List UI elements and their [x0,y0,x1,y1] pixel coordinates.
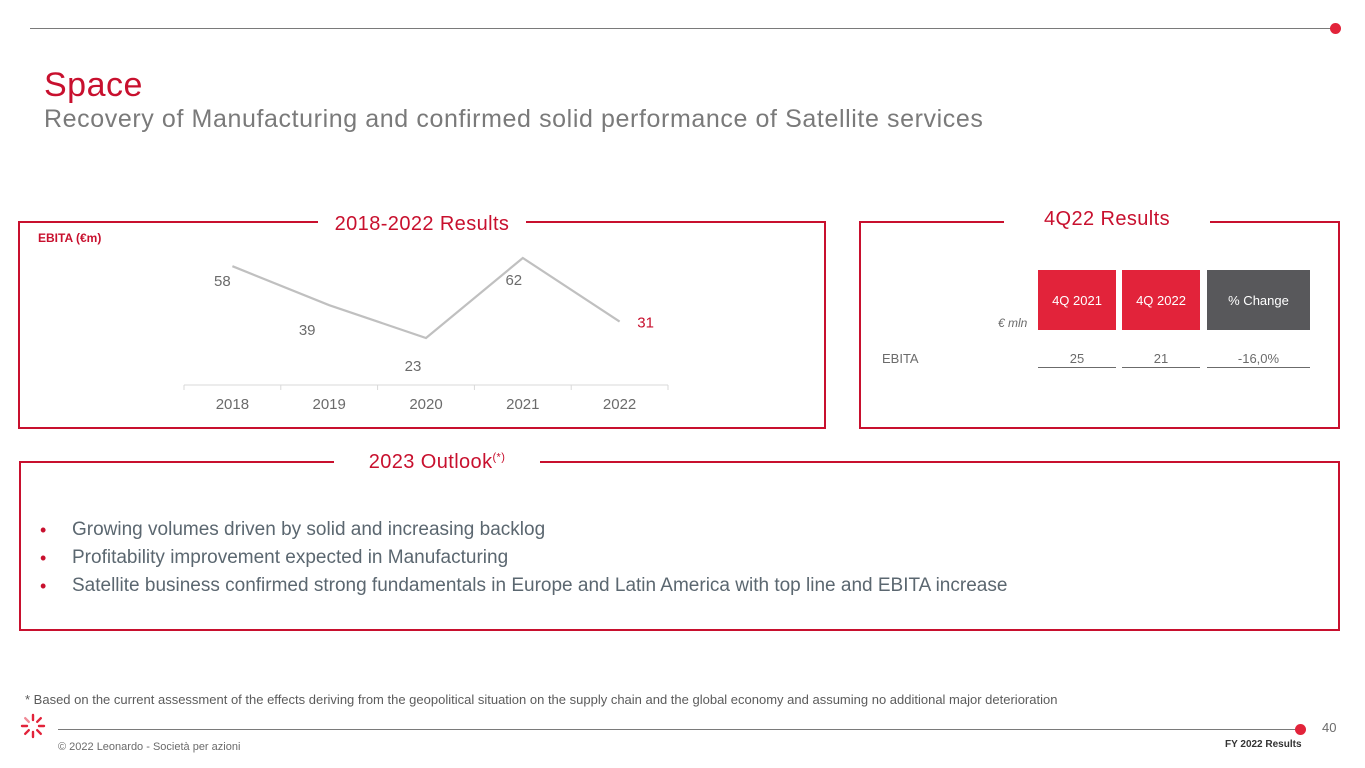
document-label: FY 2022 Results [1225,739,1302,750]
bottom-divider-dot [1295,724,1306,735]
chart-metric-label: EBITA (€m) [38,231,102,245]
table-cell-pct-change: -16,0% [1207,351,1310,368]
x-tick-label: 2018 [216,396,249,413]
x-tick-label: 2019 [313,396,346,413]
table-cell-4q2021: 25 [1038,351,1116,368]
data-label: 23 [405,358,422,375]
quarter-panel-title: 4Q22 Results [1004,208,1210,231]
table-header-pct-change: % Change [1207,270,1310,330]
table-cell-4q2022: 21 [1122,351,1200,368]
x-tick-label: 2021 [506,396,539,413]
data-label: 58 [214,273,231,290]
bullet-text: Profitability improvement expected in Ma… [72,547,509,568]
x-tick-label: 2020 [409,396,442,413]
top-divider-dot [1330,23,1341,34]
table-unit-label: € mln [998,316,1028,330]
series-line [231,256,621,340]
table-header-4q2022: 4Q 2022 [1122,270,1200,330]
list-item: • Profitability improvement expected in … [40,544,1007,572]
bullet-icon: • [40,575,47,596]
page-number: 40 [1322,720,1337,735]
top-divider [30,28,1332,29]
x-tick-label: 2022 [603,396,636,413]
bullet-text: Satellite business confirmed strong fund… [72,575,1008,596]
table-row-label: EBITA [882,351,919,366]
outlook-panel [19,461,1340,631]
outlook-panel-title: 2023 Outlook(*) [334,451,540,474]
footnote: * Based on the current assessment of the… [25,692,1058,707]
bullet-icon: • [40,519,47,540]
results-panel-title: 2018-2022 Results [318,213,526,236]
leonardo-logo-icon [20,713,46,739]
data-label: 31 [637,315,654,332]
list-item: • Satellite business confirmed strong fu… [40,572,1007,600]
data-label: 62 [505,272,522,289]
table-header-4q2021: 4Q 2021 [1038,270,1116,330]
data-label: 39 [299,322,316,339]
bottom-divider [58,729,1298,730]
copyright: © 2022 Leonardo - Società per azioni [58,741,241,753]
list-item: • Growing volumes driven by solid and in… [40,516,1007,544]
outlook-title-text: 2023 Outlook [368,451,493,473]
bullet-text: Growing volumes driven by solid and incr… [72,519,546,540]
page-subtitle: Recovery of Manufacturing and confirmed … [44,105,984,133]
bullet-icon: • [40,547,47,568]
outlook-title-superscript: (*) [492,451,506,464]
page-title: Space [44,66,143,104]
outlook-bullet-list: • Growing volumes driven by solid and in… [40,516,1007,600]
